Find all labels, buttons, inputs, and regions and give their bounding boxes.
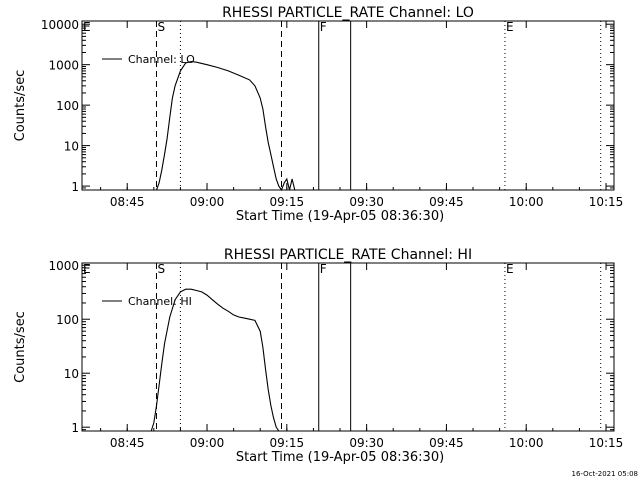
x-tick-label: 09:15 <box>270 195 305 209</box>
y-tick-label: 10 <box>64 140 79 154</box>
x-tick-label: 10:00 <box>509 195 544 209</box>
y-tick-label: 1000 <box>48 259 79 273</box>
x-tick-label: 09:15 <box>270 436 305 450</box>
y-tick-label: 1000 <box>48 59 79 73</box>
footer-timestamp: 16-Oct-2021 05:08 <box>572 470 638 478</box>
plot-frame <box>81 20 615 191</box>
time-marker-label: F <box>320 262 327 276</box>
y-axis-label: Counts/sec <box>13 311 28 383</box>
y-tick-label: 10 <box>64 367 79 381</box>
y-tick-label: 1 <box>71 180 79 194</box>
y-axis-label: Counts/sec <box>13 70 28 142</box>
x-tick-label: 09:45 <box>429 195 464 209</box>
x-axis-label: Start Time (19-Apr-05 08:36:30) <box>236 450 444 465</box>
x-tick-label: 09:00 <box>190 195 225 209</box>
x-tick-label: 09:45 <box>429 436 464 450</box>
time-marker-label: E <box>506 262 514 276</box>
legend-label: Channel: HI <box>128 295 192 308</box>
x-axis-label: Start Time (19-Apr-05 08:36:30) <box>236 209 444 224</box>
x-tick-label: 10:00 <box>509 436 544 450</box>
time-marker-label: E <box>506 20 514 34</box>
time-marker-label: F <box>320 20 327 34</box>
time-marker-label: S <box>157 262 165 276</box>
x-tick-label: 08:45 <box>110 436 145 450</box>
time-marker-label: E <box>83 262 91 276</box>
chart-title: RHESSI PARTICLE_RATE Channel: LO <box>222 5 474 21</box>
y-tick-label: 100 <box>56 313 79 327</box>
x-tick-label: 09:00 <box>190 436 225 450</box>
series-line <box>150 288 280 432</box>
x-tick-label: 10:15 <box>589 195 624 209</box>
chart-title: RHESSI PARTICLE_RATE Channel: HI <box>224 247 472 263</box>
x-tick-label: 09:30 <box>349 195 384 209</box>
y-tick-label: 1 <box>71 421 79 435</box>
x-tick-label: 09:30 <box>349 436 384 450</box>
time-marker-label: S <box>157 20 165 34</box>
plot-frame <box>81 262 615 432</box>
y-tick-label: 10000 <box>41 18 79 32</box>
x-tick-label: 10:15 <box>589 436 624 450</box>
y-tick-label: 100 <box>56 99 79 113</box>
panel-hi: RHESSI PARTICLE_RATE Channel: HI 08:45 09:… <box>13 247 623 465</box>
time-marker-label: E <box>83 20 91 34</box>
series-line <box>155 60 296 192</box>
panel-lo: RHESSI PARTICLE_RATE Channel: LO 08:45 09:… <box>13 5 623 224</box>
legend-label: Channel: LO <box>128 53 195 66</box>
x-tick-label: 08:45 <box>110 195 145 209</box>
